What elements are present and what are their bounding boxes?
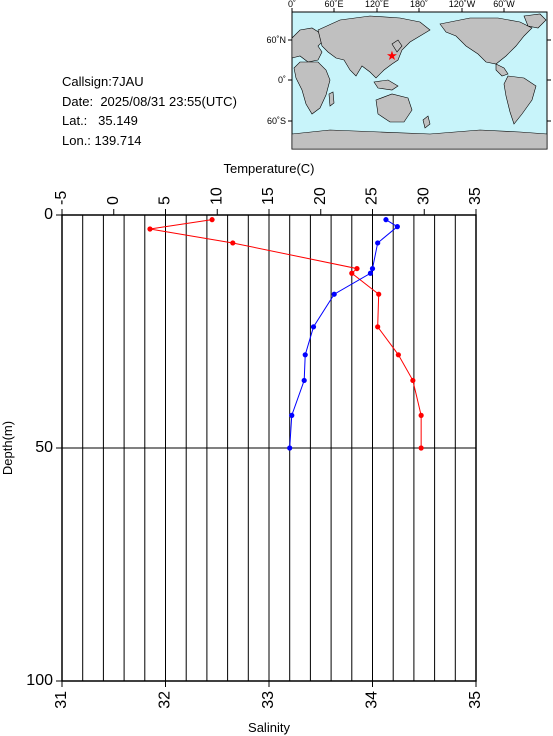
temperature-point	[209, 217, 215, 223]
grid-lines	[61, 215, 477, 681]
temperature-line	[149, 219, 422, 448]
temperature-point	[230, 240, 236, 246]
salinity-line	[289, 219, 399, 449]
temperature-tick-label: 10	[208, 187, 225, 205]
map-lon-label: 120˚E	[365, 0, 389, 9]
temperature-tick-label: 25	[364, 187, 381, 205]
salinity-point	[369, 265, 376, 272]
lat-label: Lat.:	[62, 113, 88, 128]
temperature-point	[418, 412, 424, 418]
temperature-tick-label: 5	[157, 196, 174, 205]
date-row: Date: 2025/08/31 23:55(UTC)	[62, 92, 237, 112]
salinity-point	[302, 352, 308, 358]
salinity-point	[310, 324, 317, 330]
callsign-row: Callsign:7JAU	[62, 72, 237, 92]
callsign-label: Callsign:	[62, 74, 112, 89]
temperature-tick-label: 0	[105, 196, 122, 205]
salinity-point	[289, 412, 295, 418]
map-land	[291, 13, 548, 150]
temperature-tick-label: 35	[467, 187, 484, 205]
lon-value: 139.714	[94, 132, 142, 148]
salinity-point	[367, 270, 374, 276]
temperature-tick-label: -5	[53, 191, 70, 205]
temperature-point	[410, 377, 416, 384]
date-value: 2025/08/31 23:55(UTC)	[100, 93, 237, 109]
map-lon-label: 60˚E	[324, 0, 343, 9]
temperature-axis-title: Temperature(C)	[223, 161, 314, 176]
map-lon-label: 180˚	[410, 0, 428, 9]
salinity-point	[383, 217, 389, 223]
depth-tick-label: 50	[35, 439, 53, 456]
station-info: Callsign:7JAU Date: 2025/08/31 23:55(UTC…	[62, 72, 237, 150]
temperature-tick-label: 30	[415, 187, 432, 205]
temperature-point	[354, 265, 360, 272]
salinity-series	[287, 217, 400, 451]
salinity-tick-label: 32	[157, 691, 174, 709]
salinity-point	[287, 445, 293, 451]
temperature-series	[147, 217, 424, 451]
salinity-tick-label: 31	[53, 691, 70, 709]
temperature-point	[147, 226, 153, 232]
depth-tick-label: 100	[26, 672, 53, 689]
temperature-tick-label: 20	[312, 187, 329, 205]
map-lon-label: 60˚W	[493, 0, 515, 9]
lon-row: Lon.: 139.714	[62, 131, 237, 151]
salinity-point	[375, 240, 381, 246]
map-lat-label: 0˚	[278, 75, 286, 85]
temperature-point	[375, 324, 381, 330]
salinity-point	[394, 224, 400, 230]
station-marker-star-icon: ★	[386, 48, 398, 63]
location-map: 0˚ 60˚E 120˚E 180˚ 120˚W 60˚W 60˚N 0˚ 60…	[266, 0, 551, 150]
salinity-tick-label: 33	[260, 691, 277, 709]
depth-tick-label: 0	[44, 206, 53, 223]
temperature-tick-label: 15	[260, 187, 277, 205]
callsign-value: 7JAU	[111, 74, 144, 89]
lon-label: Lon.:	[62, 132, 91, 148]
temperature-point	[395, 352, 401, 358]
salinity-tick-label: 35	[467, 691, 484, 709]
map-lon-label: 0˚	[288, 0, 296, 9]
temperature-point	[349, 270, 355, 276]
date-label: Date:	[62, 93, 94, 109]
depth-axis-title: Depth(m)	[0, 421, 15, 475]
temperature-point	[376, 291, 382, 297]
salinity-point	[301, 377, 307, 384]
salinity-tick-label: 34	[364, 691, 381, 709]
map-graticule-ticks	[288, 8, 551, 122]
lat-value: 35.149	[98, 113, 138, 128]
map-lat-label: 60˚N	[266, 35, 286, 45]
salinity-axis-title: Salinity	[248, 720, 290, 735]
lat-row: Lat.: 35.149	[62, 111, 237, 131]
map-lat-label: 60˚S	[267, 116, 286, 126]
salinity-point	[331, 291, 337, 297]
temperature-point	[418, 445, 424, 451]
map-lon-label: 120˚W	[449, 0, 476, 9]
